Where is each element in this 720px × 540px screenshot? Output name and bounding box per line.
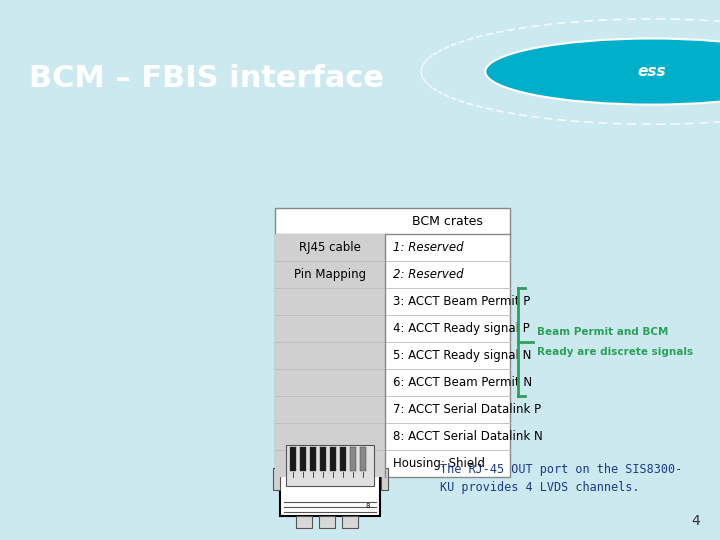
Text: RJ45 cable: RJ45 cable	[299, 241, 361, 254]
Text: The RJ-45 OUT port on the SIS8300-: The RJ-45 OUT port on the SIS8300-	[440, 463, 683, 476]
Text: 2: Reserved: 2: Reserved	[393, 268, 464, 281]
Circle shape	[485, 38, 720, 105]
Text: 8: 8	[366, 503, 370, 509]
Bar	[360, 447, 366, 471]
Bar	[275, 208, 510, 477]
Bar	[342, 516, 358, 528]
Bar	[340, 447, 346, 471]
Text: Pin Mapping: Pin Mapping	[294, 268, 366, 281]
Bar	[320, 447, 326, 471]
Text: ess: ess	[637, 64, 666, 79]
Bar	[319, 516, 335, 528]
Text: 6: ACCT Beam Permit N: 6: ACCT Beam Permit N	[393, 376, 532, 389]
Text: Ready are discrete signals: Ready are discrete signals	[537, 347, 693, 357]
Bar	[381, 468, 388, 490]
Text: 8: ACCT Serial Datalink N: 8: ACCT Serial Datalink N	[393, 430, 543, 443]
Text: 4: 4	[691, 514, 700, 528]
Bar	[273, 468, 280, 490]
Bar	[310, 447, 316, 471]
Text: BCM – FBIS interface: BCM – FBIS interface	[29, 64, 384, 93]
Text: 7: ACCT Serial Datalink P: 7: ACCT Serial Datalink P	[393, 403, 541, 416]
Text: 4: ACCT Ready signal P: 4: ACCT Ready signal P	[393, 322, 530, 335]
Bar	[296, 516, 312, 528]
Text: Beam Permit and BCM: Beam Permit and BCM	[537, 327, 668, 337]
Text: 3: ACCT Beam Permit P: 3: ACCT Beam Permit P	[393, 295, 530, 308]
Bar	[330, 447, 336, 471]
Text: 1: Reserved: 1: Reserved	[393, 241, 464, 254]
Bar	[286, 444, 374, 486]
Text: 5: ACCT Ready signal N: 5: ACCT Ready signal N	[393, 349, 531, 362]
Bar	[290, 447, 296, 471]
Bar	[275, 234, 385, 477]
Text: KU provides 4 LVDS channels.: KU provides 4 LVDS channels.	[440, 482, 639, 495]
Bar	[300, 447, 306, 471]
Bar	[350, 447, 356, 471]
Bar	[280, 441, 380, 516]
Text: Housing: Shield: Housing: Shield	[393, 457, 485, 470]
Text: BCM crates: BCM crates	[412, 214, 483, 227]
